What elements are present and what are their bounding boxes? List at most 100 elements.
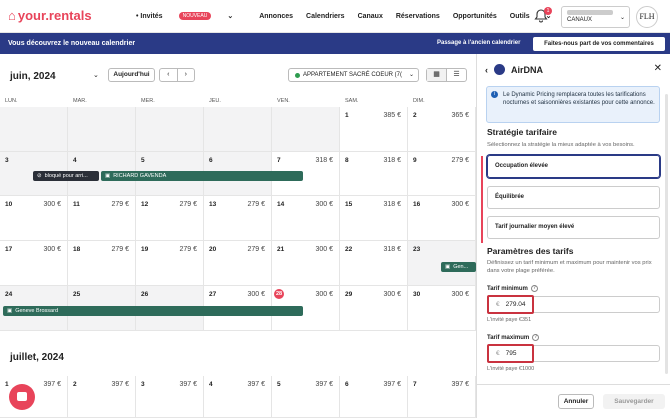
calendar-day-cell[interactable] (136, 107, 204, 152)
calendar-day-cell[interactable]: 22 318 € (340, 241, 408, 286)
switch-old-calendar-link[interactable]: Passage à l'ancien calendrier (437, 40, 521, 46)
day-price: 300 € (315, 201, 333, 208)
calendar-day-cell[interactable]: 15 318 € (340, 196, 408, 241)
day-number: 14 (277, 201, 285, 208)
day-number: 28 (274, 289, 284, 299)
nav-item-reservations[interactable]: Réservations (395, 12, 440, 20)
day-number: 4 (209, 381, 213, 388)
logo[interactable]: ⌂ your.rentals (8, 8, 92, 23)
calendar-day-cell[interactable]: 2 397 € (68, 376, 136, 418)
save-button[interactable]: Sauvegarder (603, 394, 665, 409)
calendar-day-cell[interactable]: 8 318 € (340, 152, 408, 196)
calendar-day-cell[interactable]: 28 300 € (272, 286, 340, 331)
day-price: 279 € (247, 201, 265, 208)
day-header-0: LUN. (5, 98, 18, 104)
calendar-day-cell[interactable] (204, 107, 272, 152)
day-number: 13 (209, 201, 217, 208)
month-navigation: ‹ › (159, 68, 195, 82)
nav-item-outils[interactable]: Outils ⌄ (510, 12, 565, 21)
feedback-button[interactable]: Faites-nous part de vos commentaires (533, 37, 665, 51)
list-view-icon[interactable]: ☰ (453, 71, 460, 78)
nav-item-opportunites[interactable]: Opportunités (452, 12, 497, 20)
option-occupation-elevee[interactable]: Occupation élevée (487, 155, 660, 178)
currency-symbol: € (496, 350, 500, 357)
grid-view-icon[interactable]: ▦ (427, 69, 447, 81)
calendar-day-cell[interactable]: 29 300 € (340, 286, 408, 331)
day-number: 20 (209, 246, 217, 253)
logo-mark-icon: ⌂ (8, 8, 16, 23)
help-icon[interactable]: ? (532, 334, 540, 341)
reservation-event[interactable]: ▣ Geneve Brossard (3, 306, 303, 316)
calendar-day-cell[interactable]: 17 300 € (0, 241, 68, 286)
calendar-day-cell[interactable]: 12 279 € (136, 196, 204, 241)
day-number: 3 (5, 157, 9, 164)
calendar-day-cell[interactable]: 16 300 € (408, 196, 476, 241)
close-icon[interactable]: ✕ (653, 63, 662, 74)
reservation-event[interactable]: ⊘ bloqué pour arri... (33, 171, 99, 181)
chat-button[interactable] (9, 384, 35, 410)
guest-icon: ▣ (105, 173, 111, 179)
month-picker-chevron-icon[interactable]: ⌄ (93, 72, 99, 79)
calendar-day-cell[interactable]: 1 385 € (340, 107, 408, 152)
day-number: 22 (345, 246, 353, 253)
day-number: 9 (413, 157, 417, 164)
notification-count: 1 (544, 7, 552, 15)
day-number: 2 (73, 381, 77, 388)
min-rate-hint: L'invité paye €351 (487, 317, 532, 323)
day-price: 318 € (383, 246, 401, 253)
option-equilibree[interactable]: Équilibrée (487, 186, 660, 209)
calendar-day-cell[interactable] (68, 107, 136, 152)
day-number: 24 (5, 291, 13, 298)
reservation-event[interactable]: ▣ RICHARD GAVENDA (101, 171, 303, 181)
today-button[interactable]: Aujourd'hui (108, 68, 155, 82)
day-price: 397 € (315, 381, 333, 388)
day-number: 2 (413, 112, 417, 119)
calendar-day-cell[interactable]: 2 365 € (408, 107, 476, 152)
calendar-day-cell[interactable]: 14 300 € (272, 196, 340, 241)
cancel-button[interactable]: Annuler (558, 394, 594, 409)
nav-item-calendriers[interactable]: Calendriers (306, 12, 345, 20)
calendar-day-cell[interactable]: 5 397 € (272, 376, 340, 418)
calendar-day-cell[interactable]: 4 397 € (204, 376, 272, 418)
reservation-event[interactable]: ▣ Gen... (441, 262, 476, 272)
option-tarif-journalier[interactable]: Tarif journalier moyen élevé (487, 216, 660, 239)
back-icon[interactable]: ‹ (485, 64, 488, 75)
prev-month-button[interactable]: ‹ (160, 69, 178, 81)
day-number: 19 (141, 246, 149, 253)
panel-title: AirDNA (511, 64, 544, 75)
nav-item-canaux[interactable]: Canaux (357, 12, 383, 20)
calendar-day-cell[interactable]: 7 397 € (408, 376, 476, 418)
nav-item-annonces[interactable]: Annonces (259, 12, 294, 20)
max-rate-label-text: Tarif maximum (487, 334, 530, 341)
next-month-button[interactable]: › (184, 71, 187, 78)
panel-scrollbar[interactable] (665, 94, 668, 374)
notifications-button[interactable]: 1 (534, 7, 552, 25)
calendar-day-cell[interactable]: 9 279 € (408, 152, 476, 196)
calendar-day-cell[interactable] (0, 107, 68, 152)
calendar-day-cell[interactable]: 11 279 € (68, 196, 136, 241)
calendar-day-cell[interactable] (272, 107, 340, 152)
calendar-day-cell[interactable]: 7 318 € (272, 152, 340, 196)
calendar-day-cell[interactable]: 30 300 € (408, 286, 476, 331)
day-header-5: SAM. (345, 98, 359, 104)
panel-header: ‹ AirDNA (485, 64, 543, 75)
nav-item-invites[interactable]: • Invités NOUVEAU ⌄ (136, 12, 246, 20)
calendar-day-cell[interactable]: 20 279 € (204, 241, 272, 286)
help-icon[interactable]: ? (530, 285, 538, 292)
property-selector[interactable]: APPARTEMENT SACRÉ COEUR (7( ⌄ (288, 68, 419, 82)
calendar-day-cell[interactable]: 18 279 € (68, 241, 136, 286)
info-icon: i (491, 91, 498, 98)
day-price: 397 € (451, 381, 469, 388)
calendar-day-cell[interactable]: 10 300 € (0, 196, 68, 241)
calendar-day-cell[interactable]: 19 279 € (136, 241, 204, 286)
calendar-day-cell[interactable]: 6 397 € (340, 376, 408, 418)
panel-footer: Annuler Sauvegarder (477, 384, 670, 418)
july-month-title: juillet, 2024 (10, 352, 64, 363)
account-selector[interactable]: CANAUX ⌄ (561, 6, 630, 28)
calendar-day-cell[interactable]: 3 397 € (136, 376, 204, 418)
calendar-day-cell[interactable]: 21 300 € (272, 241, 340, 286)
calendar-day-cell[interactable]: 13 279 € (204, 196, 272, 241)
avatar[interactable]: FLH (636, 6, 658, 28)
banner-text: Vous découvrez le nouveau calendrier (8, 40, 136, 47)
day-number: 4 (73, 157, 77, 164)
